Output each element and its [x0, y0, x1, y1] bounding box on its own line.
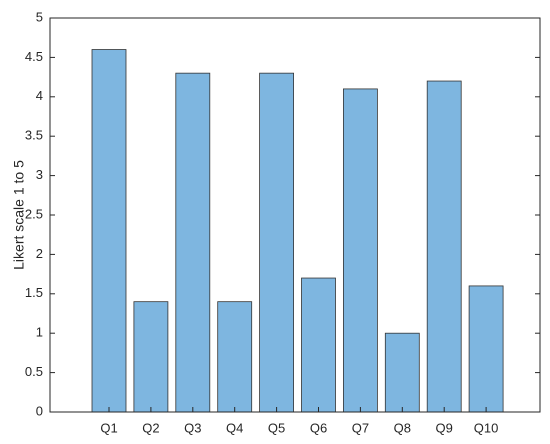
y-tick-label: 5	[36, 9, 43, 24]
bar	[175, 72, 211, 413]
y-tick-label: 1.5	[25, 285, 43, 300]
y-tick-label: 4	[36, 88, 43, 103]
bar	[259, 72, 295, 413]
x-tick-label: Q5	[268, 420, 285, 435]
x-tick-label: Q8	[394, 420, 411, 435]
y-tick-label: 3	[36, 167, 43, 182]
bar	[384, 332, 420, 413]
y-tick-label: 2	[36, 246, 43, 261]
y-tick-label: 4.5	[25, 49, 43, 64]
x-tick-label: Q9	[436, 420, 453, 435]
x-tick-label: Q10	[474, 420, 499, 435]
bar	[133, 301, 169, 413]
x-tick-label: Q6	[310, 420, 327, 435]
bar	[468, 285, 504, 413]
x-tick-label: Q4	[226, 420, 243, 435]
bar	[301, 277, 336, 413]
x-tick-label: Q3	[184, 420, 201, 435]
x-tick-label: Q7	[352, 420, 369, 435]
y-tick-label: 2.5	[25, 206, 43, 221]
y-tick-label: 1	[36, 325, 43, 340]
y-tick-label: 0	[36, 403, 43, 418]
y-axis-label: Likert scale 1 to 5	[11, 160, 27, 270]
axes-box	[49, 17, 541, 413]
bar	[91, 49, 127, 413]
y-tick-label: 3.5	[25, 128, 43, 143]
x-tick-label: Q1	[100, 420, 117, 435]
x-tick-label: Q2	[142, 420, 159, 435]
y-tick-label: 0.5	[25, 364, 43, 379]
bar	[217, 301, 253, 413]
bar	[426, 80, 462, 413]
bar	[342, 88, 378, 413]
